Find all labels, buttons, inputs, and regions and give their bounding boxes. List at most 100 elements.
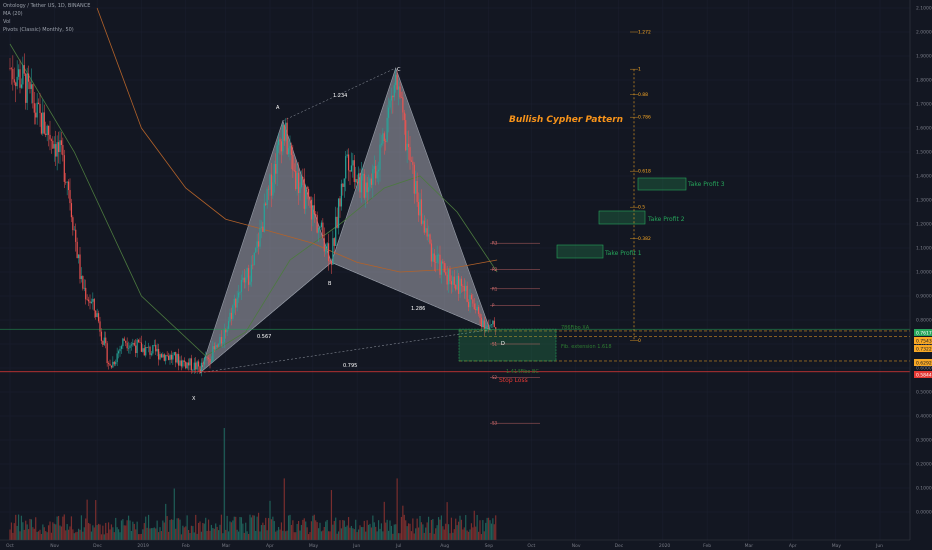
candle-body	[282, 124, 284, 152]
candle-body	[295, 171, 297, 190]
candle-body	[227, 321, 230, 329]
candle-body	[130, 344, 133, 346]
candle-body	[293, 170, 295, 172]
volume-bar	[332, 524, 334, 540]
candle-body	[166, 355, 168, 356]
candle-body	[165, 355, 167, 361]
volume-bar	[30, 519, 33, 540]
candle-body	[463, 286, 465, 292]
volume-bar	[419, 516, 421, 540]
volume-bar	[487, 517, 490, 540]
candle-body	[67, 181, 70, 191]
candle-body	[220, 337, 223, 344]
volume-bar	[422, 524, 424, 540]
candle-body	[360, 175, 363, 193]
candle-body	[250, 264, 253, 282]
volume-bar	[336, 533, 338, 540]
volume-bar	[145, 516, 147, 540]
volume-bar	[266, 530, 268, 540]
pattern-bd-line	[331, 262, 491, 330]
volume-bar	[373, 522, 375, 540]
ratio-bcd: 1.286	[411, 306, 425, 312]
volume-bar	[393, 524, 395, 540]
volume-bar	[440, 515, 443, 540]
candle-body	[82, 276, 84, 289]
volume-bar	[470, 523, 473, 540]
volume-bar	[32, 527, 34, 540]
volume-bar	[216, 526, 218, 540]
volume-bar	[489, 520, 491, 540]
x-tick-label: Oct	[527, 543, 535, 549]
volume-bar	[356, 532, 358, 540]
volume-bar	[25, 520, 27, 540]
volume-bar	[167, 531, 170, 540]
volume-bar	[243, 532, 245, 540]
candle-body	[313, 205, 315, 215]
volume-bar	[450, 517, 453, 540]
candle-body	[257, 241, 260, 247]
volume-bar	[50, 532, 53, 540]
candle-body	[359, 173, 361, 193]
candle-body	[297, 172, 300, 194]
candle-body	[156, 348, 158, 352]
x-tick-label: Oct	[6, 543, 14, 549]
x-tick-label: Nov	[572, 543, 581, 549]
candle-body	[59, 140, 61, 153]
volume-bar	[147, 514, 150, 540]
volume-bar	[469, 529, 471, 540]
take-profit-1-box	[556, 244, 604, 259]
y-tick-label: 0.2000	[916, 462, 932, 468]
volume-bar	[286, 530, 288, 540]
candle-body	[153, 344, 155, 346]
candle-body	[219, 337, 221, 344]
volume-bar	[227, 531, 230, 540]
pattern-ac-line	[282, 67, 396, 122]
volume-bar	[355, 519, 357, 540]
volume-bar	[486, 517, 488, 540]
volume-bar	[132, 521, 134, 540]
candle-body	[340, 183, 343, 207]
volume-bar	[490, 523, 493, 540]
ratio-abc: 1.234	[333, 93, 347, 99]
volume-bar	[66, 524, 68, 540]
candle-body	[142, 348, 144, 352]
grid-lines	[0, 0, 910, 540]
volume-bar	[176, 518, 178, 540]
candle-body	[427, 234, 430, 237]
volume-bar	[257, 512, 260, 540]
volume-bar	[289, 514, 291, 540]
candle-body	[190, 358, 193, 371]
candle-body	[176, 354, 178, 363]
volume-bar	[56, 516, 58, 540]
x-tick-label: May	[832, 543, 842, 549]
candle-body	[355, 179, 357, 183]
candle-body	[133, 342, 135, 346]
candle-body	[435, 262, 437, 263]
candle-body	[52, 140, 54, 149]
candle-body	[150, 353, 153, 355]
candle-body	[97, 313, 100, 322]
fib-level-label: 0.382	[638, 236, 651, 242]
candle-body	[22, 65, 24, 85]
candle-body	[99, 321, 101, 332]
candle-body	[406, 143, 408, 151]
candle-body	[129, 345, 131, 348]
volume-bar	[485, 522, 487, 540]
volume-bar	[389, 520, 391, 540]
volume-bar	[395, 524, 397, 540]
volume-bar	[97, 523, 100, 540]
volume-bar	[277, 527, 280, 540]
candle-body	[289, 145, 291, 149]
x-tick-label: Apr	[266, 543, 274, 549]
candle-body	[223, 328, 225, 342]
volume-bar	[127, 515, 130, 540]
candle-body	[333, 238, 335, 246]
volume-bar	[437, 517, 440, 540]
candle-body	[116, 353, 118, 363]
candle-body	[222, 341, 224, 344]
volume-bar	[345, 526, 347, 540]
candle-body	[405, 120, 407, 151]
candle-body	[243, 277, 245, 283]
candle-body	[287, 148, 290, 155]
volume-bar	[362, 527, 364, 540]
